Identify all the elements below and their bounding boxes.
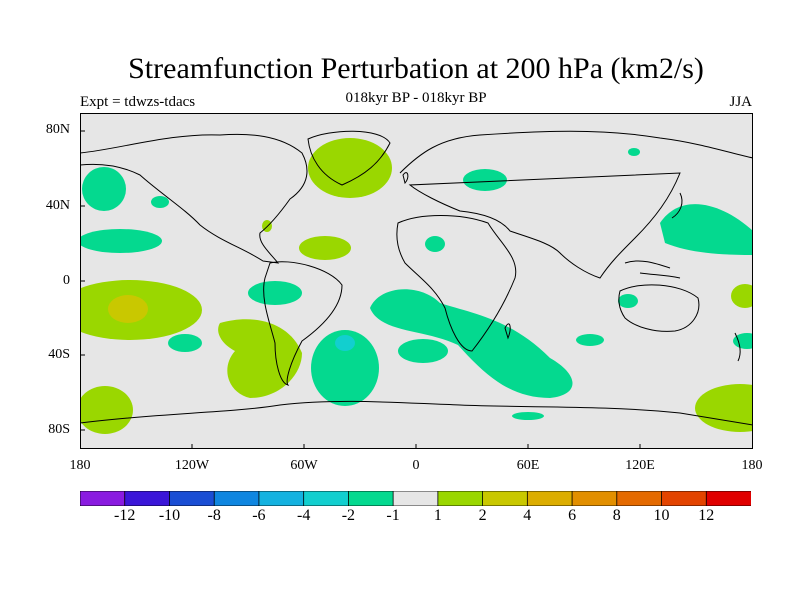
- lat-label-eq: 0: [63, 273, 70, 288]
- negative-region: [463, 169, 507, 191]
- negative-region: [335, 335, 355, 351]
- negative-region: [82, 167, 126, 211]
- positive-region: [299, 236, 351, 260]
- negative-region: [618, 294, 638, 308]
- colorbar-box: [347, 491, 395, 506]
- negative-region: [398, 339, 448, 363]
- colorbar-label: 2: [478, 507, 487, 524]
- lon-label-60e: 60E: [516, 458, 540, 473]
- lon-label-120w: 120W: [174, 458, 210, 473]
- positive-region: [308, 138, 392, 198]
- lat-label-40n: 40N: [45, 198, 70, 213]
- colorbar-box: [392, 491, 439, 506]
- positive-region: [731, 284, 753, 308]
- negative-region: [628, 148, 640, 156]
- plot-title: Streamfunction Perturbation at 200 hPa (…: [128, 52, 704, 85]
- coastline-south-america: [263, 261, 343, 386]
- colorbar-label: -10: [158, 507, 181, 524]
- experiment-label: Expt = tdwzs-tdacs: [80, 94, 196, 110]
- lon-label-180e: 180: [741, 458, 763, 473]
- colorbar-box: [258, 491, 305, 506]
- coastline-japan: [671, 192, 683, 219]
- coastline-antarctica: [80, 400, 753, 426]
- colorbar-label: -12: [114, 507, 136, 524]
- coastline-uk: [402, 172, 409, 184]
- colorbar-box: [124, 491, 171, 506]
- colorbar-label: 12: [698, 507, 715, 524]
- coastlines: [80, 130, 753, 426]
- colorbar-box: [80, 491, 126, 506]
- colorbar-box: [571, 491, 618, 506]
- colorbar-box: [705, 491, 751, 506]
- colorbar-label: 10: [653, 507, 670, 524]
- axis-ticks: [80, 130, 641, 449]
- coastline-africa: [396, 215, 517, 352]
- lon-label-180w: 180: [69, 458, 91, 473]
- negative-region: [512, 412, 544, 420]
- map-panel: [80, 113, 753, 449]
- negative-region: [660, 204, 753, 255]
- strong-positive-region: [108, 295, 148, 323]
- lat-label-80n: 80N: [45, 122, 70, 137]
- colorbar-label: -4: [297, 507, 311, 524]
- colorbar-box: [437, 491, 484, 506]
- colorbar-box: [661, 491, 708, 506]
- coastline-indonesia: [624, 260, 681, 279]
- coastline-new-zealand: [734, 332, 741, 362]
- positive-anomaly-regions: [80, 138, 753, 434]
- lon-label-0: 0: [412, 458, 420, 473]
- negative-region: [733, 333, 753, 349]
- positive-region: [80, 386, 133, 434]
- colorbar-label: -6: [252, 507, 266, 524]
- colorbar-label: 8: [612, 507, 621, 524]
- lon-label-60w: 60W: [290, 458, 318, 473]
- season-label: JJA: [729, 94, 752, 110]
- lat-label-80s: 80S: [48, 422, 70, 437]
- ocean-background: [80, 113, 753, 449]
- colorbar-label: 6: [568, 507, 577, 524]
- negative-region: [168, 334, 202, 352]
- colorbar-box: [616, 491, 663, 506]
- negative-region: [311, 330, 379, 406]
- colorbar-box: [482, 491, 529, 506]
- plot-subtitle: 018kyr BP - 018kyr BP: [345, 90, 487, 106]
- coastline-north-america: [80, 133, 308, 264]
- negative-region: [370, 289, 573, 398]
- lat-label-40s: 40S: [48, 347, 70, 362]
- colorbar-box: [169, 491, 216, 506]
- negative-region: [248, 281, 302, 305]
- coastline-eurasia: [399, 130, 753, 279]
- lon-label-120e: 120E: [625, 458, 655, 473]
- colorbar-label: -1: [386, 507, 400, 524]
- coastline-greenland: [307, 130, 391, 186]
- negative-region: [80, 229, 162, 253]
- colorbar-label: -2: [341, 507, 356, 524]
- negative-region: [576, 334, 604, 346]
- colorbar-box: [526, 491, 573, 506]
- negative-anomaly-regions: [80, 148, 753, 420]
- colorbar: [80, 491, 751, 506]
- colorbar-label: -8: [207, 507, 221, 524]
- negative-region: [151, 196, 169, 208]
- positive-region: [695, 384, 753, 432]
- colorbar-box: [303, 491, 350, 506]
- coastline-madagascar: [504, 323, 511, 340]
- colorbar-box: [213, 491, 260, 506]
- coastline-australia: [618, 284, 700, 332]
- colorbar-label: 4: [523, 507, 532, 524]
- negative-region: [425, 236, 445, 252]
- colorbar-label: 1: [433, 507, 442, 524]
